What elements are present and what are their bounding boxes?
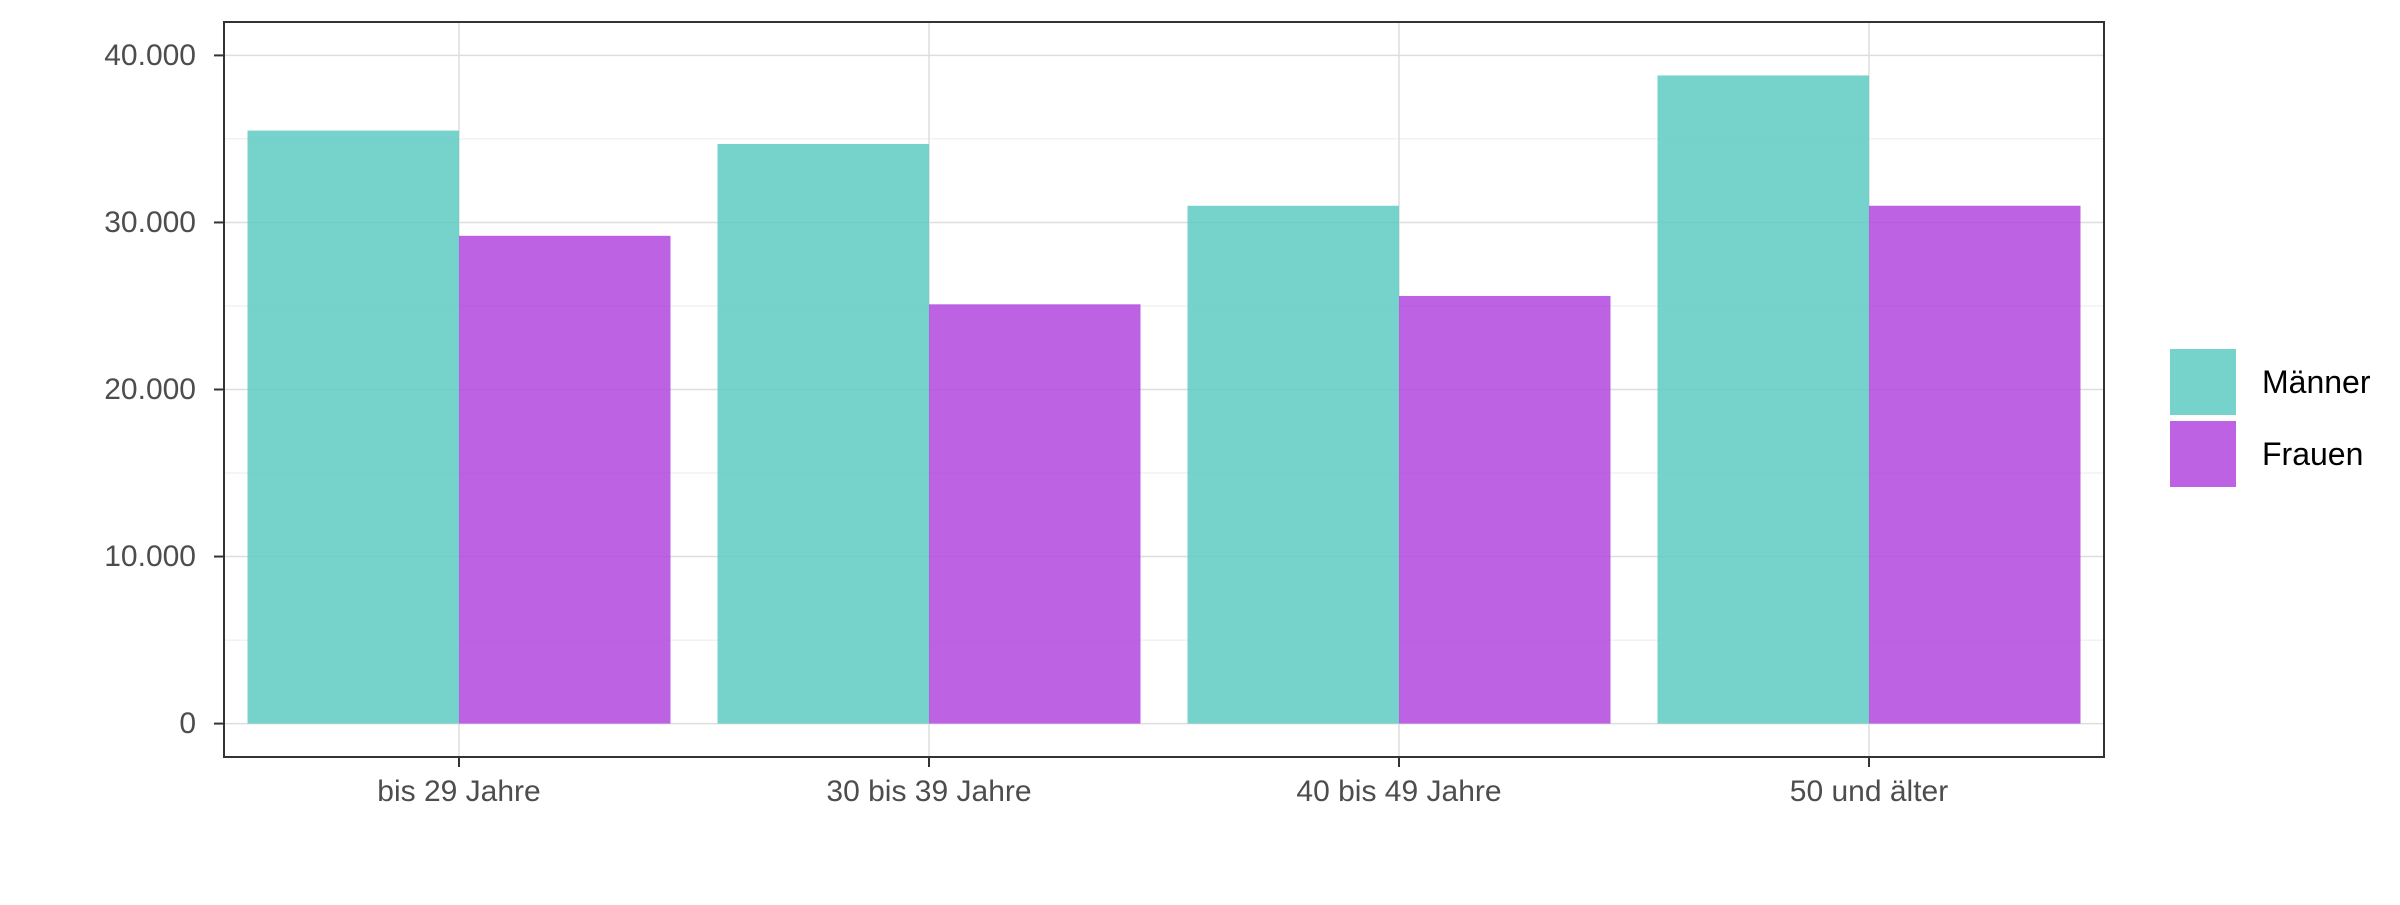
x-tick-label: bis 29 Jahre bbox=[377, 775, 540, 808]
legend: Männer Frauen bbox=[2170, 349, 2371, 487]
legend-label-frauen: Frauen bbox=[2262, 436, 2363, 472]
legend-key-maenner bbox=[2170, 349, 2236, 415]
bar-frauen-3 bbox=[1399, 295, 1611, 724]
x-axis: bis 29 Jahre 30 bis 39 Jahre 40 bis 49 Jah… bbox=[377, 757, 1948, 808]
bar-frauen-4 bbox=[1869, 205, 2081, 724]
y-axis: 0 10.000 20.000 30.000 40.000 bbox=[104, 39, 224, 740]
bar-frauen-2 bbox=[929, 304, 1141, 724]
y-tick-label: 30.000 bbox=[104, 206, 196, 239]
x-tick-label: 40 bis 49 Jahre bbox=[1296, 775, 1501, 808]
bar-frauen-1 bbox=[459, 235, 671, 724]
y-tick-label: 40.000 bbox=[104, 39, 196, 72]
legend-label-maenner: Männer bbox=[2262, 364, 2371, 400]
bar-maenner-4 bbox=[1657, 75, 1869, 724]
x-tick-label: 30 bis 39 Jahre bbox=[826, 775, 1031, 808]
bars bbox=[247, 75, 2081, 724]
bar-maenner-3 bbox=[1187, 205, 1399, 724]
y-tick-label: 0 bbox=[179, 707, 196, 740]
x-tick-label: 50 und älter bbox=[1790, 775, 1948, 808]
legend-key-frauen bbox=[2170, 421, 2236, 487]
bar-maenner-1 bbox=[247, 130, 459, 724]
bar-maenner-2 bbox=[717, 143, 929, 724]
y-tick-label: 10.000 bbox=[104, 540, 196, 573]
y-tick-label: 20.000 bbox=[104, 373, 196, 406]
